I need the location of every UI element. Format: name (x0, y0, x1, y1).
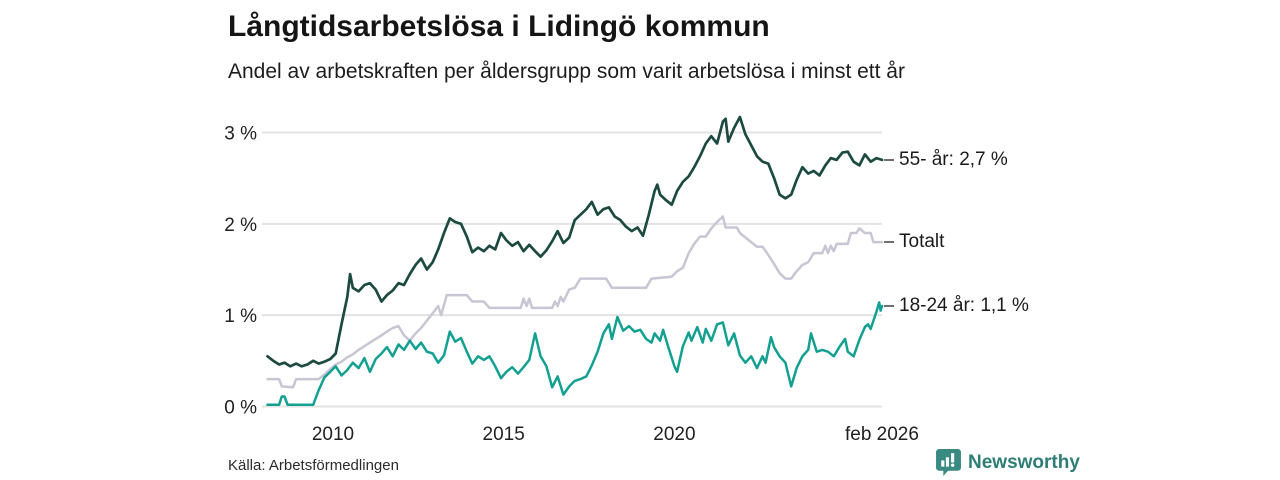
newsworthy-icon (936, 449, 961, 476)
y-tick-label: 1 % (224, 306, 257, 327)
y-axis-tick-labels: 3 % 2 % 1 % 0 % (224, 124, 257, 419)
brand-logo: Newsworthy (936, 449, 1080, 476)
legend-tick-55-ar (884, 158, 894, 161)
y-tick-label: 3 % (224, 124, 257, 145)
legend-item-totalt: Totalt (884, 230, 944, 254)
x-tick-label: 2015 (483, 424, 525, 445)
legend-label-55-ar: 55- år: 2,7 % (899, 148, 1008, 170)
brand-name: Newsworthy (968, 451, 1080, 473)
series-line-18-24-r (266, 301, 884, 406)
page-subtitle: Andel av arbetskraften per åldersgrupp s… (228, 60, 905, 83)
legend-item-55-ar: 55- år: 2,7 % (884, 148, 1008, 172)
x-tick-label: 2010 (312, 424, 354, 445)
y-tick-label: 0 % (224, 398, 257, 419)
page-title: Långtidsarbetslösa i Lidingö kommun (228, 10, 770, 43)
legend-tick-18-24-ar (884, 305, 894, 308)
y-tick-label: 2 % (224, 215, 257, 236)
gridlines (262, 131, 882, 408)
x-tick-label: 2020 (653, 424, 695, 445)
series-line-55-r (266, 115, 884, 368)
legend-item-18-24-ar: 18-24 år: 1,1 % (884, 294, 1029, 318)
x-tick-label: feb 2026 (845, 424, 919, 445)
legend-label-18-24-ar: 18-24 år: 1,1 % (899, 295, 1029, 317)
x-axis-tick-labels: 2010 2015 2020 feb 2026 (312, 424, 919, 445)
legend-tick-totalt (884, 241, 894, 244)
series-line-totalt (266, 215, 884, 389)
legend-label-totalt: Totalt (899, 231, 945, 253)
source-note: Källa: Arbetsförmedlingen (228, 457, 399, 474)
series-lines (266, 115, 884, 406)
